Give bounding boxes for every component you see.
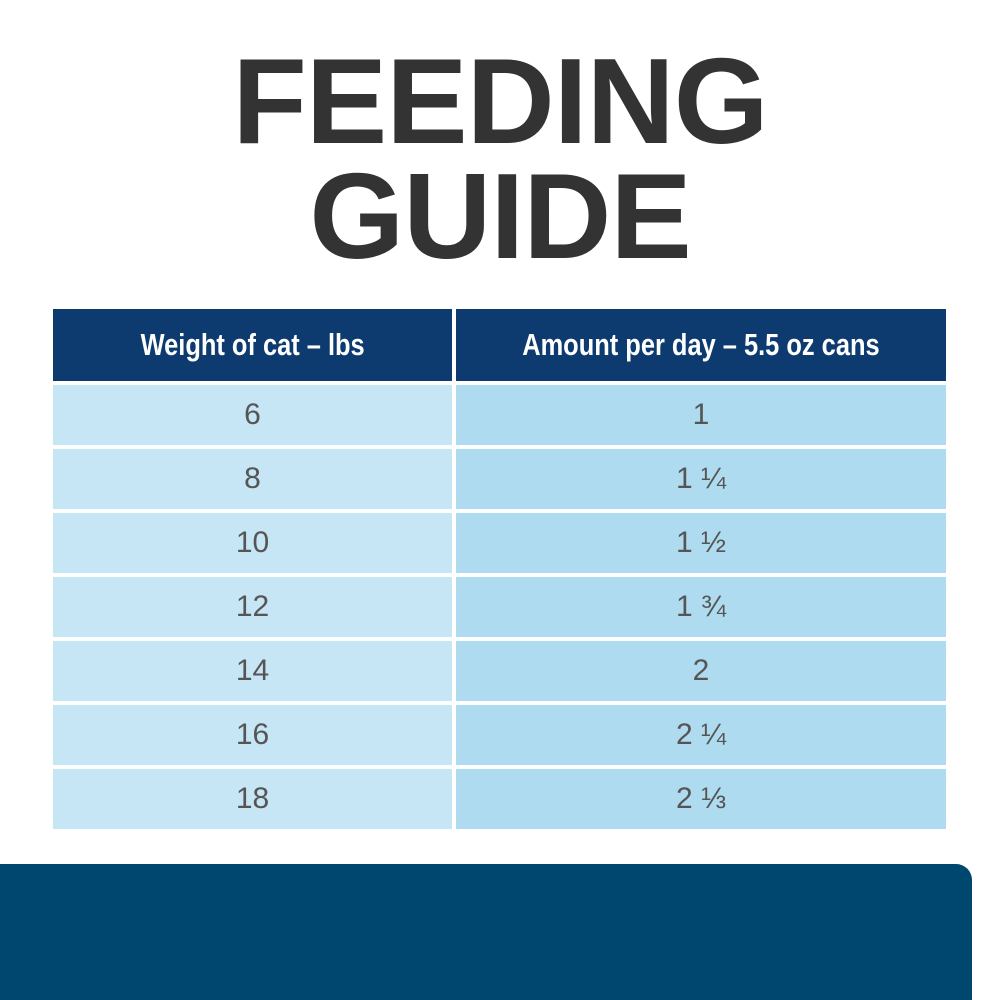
cell-weight: 18 xyxy=(53,769,452,829)
cell-amount: 2 ¼ xyxy=(456,705,946,765)
cell-weight: 8 xyxy=(53,449,452,509)
cell-amount: 1 ¾ xyxy=(456,577,946,637)
title-line-2: GUIDE xyxy=(309,148,691,284)
table-row: 16 2 ¼ xyxy=(53,705,946,765)
cell-weight: 10 xyxy=(53,513,452,573)
cell-weight: 12 xyxy=(53,577,452,637)
table-header-row: Weight of cat – lbs Amount per day – 5.5… xyxy=(53,309,946,381)
header-amount-label: Amount per day – 5.5 oz cans xyxy=(522,327,880,362)
cell-weight: 14 xyxy=(53,641,452,701)
feeding-table: Weight of cat – lbs Amount per day – 5.5… xyxy=(53,309,946,833)
cell-amount: 2 xyxy=(456,641,946,701)
cell-weight: 16 xyxy=(53,705,452,765)
header-weight: Weight of cat – lbs xyxy=(53,309,452,381)
cell-amount: 1 ¼ xyxy=(456,449,946,509)
table-row: 12 1 ¾ xyxy=(53,577,946,637)
table-row: 10 1 ½ xyxy=(53,513,946,573)
table-row: 14 2 xyxy=(53,641,946,701)
cell-amount: 2 ⅓ xyxy=(456,769,946,829)
title-line-1: FEEDING xyxy=(232,33,768,169)
cell-amount: 1 xyxy=(456,385,946,445)
cell-amount: 1 ½ xyxy=(456,513,946,573)
header-weight-label: Weight of cat – lbs xyxy=(140,327,365,362)
header-amount: Amount per day – 5.5 oz cans xyxy=(456,309,946,381)
table-row: 18 2 ⅓ xyxy=(53,769,946,829)
bottom-panel xyxy=(0,864,972,1000)
cell-weight: 6 xyxy=(53,385,452,445)
